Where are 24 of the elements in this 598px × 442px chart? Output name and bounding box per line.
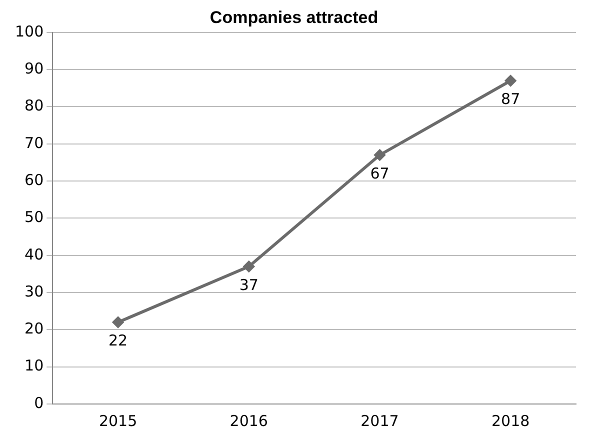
point	[374, 150, 386, 161]
x-tick-label: 2017	[360, 412, 399, 430]
y-tick-label: 90	[24, 59, 44, 78]
y-tick-label: 30	[24, 282, 44, 300]
y-tick-label: 100	[14, 22, 44, 40]
data-label: 87	[501, 90, 520, 108]
y-tick-label: 40	[24, 245, 44, 264]
y-tick-label: 70	[24, 134, 44, 152]
y-tick-label: 0	[34, 394, 44, 412]
data-label: 67	[370, 164, 390, 182]
point	[505, 75, 516, 86]
y-tick-label: 80	[24, 96, 44, 115]
data-label: 37	[239, 276, 258, 294]
y-tick-label: 50	[24, 208, 44, 226]
y-tick-label: 20	[24, 320, 44, 338]
point	[112, 316, 124, 328]
x-tick-label: 2016	[230, 412, 268, 430]
x-tick-label: 2015	[98, 412, 138, 430]
chart-title: Companies attracted	[210, 8, 378, 27]
y-tick-label: 60	[24, 170, 44, 189]
y-tick-label: 10	[24, 356, 44, 375]
x-tick-label: 2018	[491, 412, 530, 430]
point	[243, 261, 254, 272]
data-label: 22	[108, 332, 128, 350]
